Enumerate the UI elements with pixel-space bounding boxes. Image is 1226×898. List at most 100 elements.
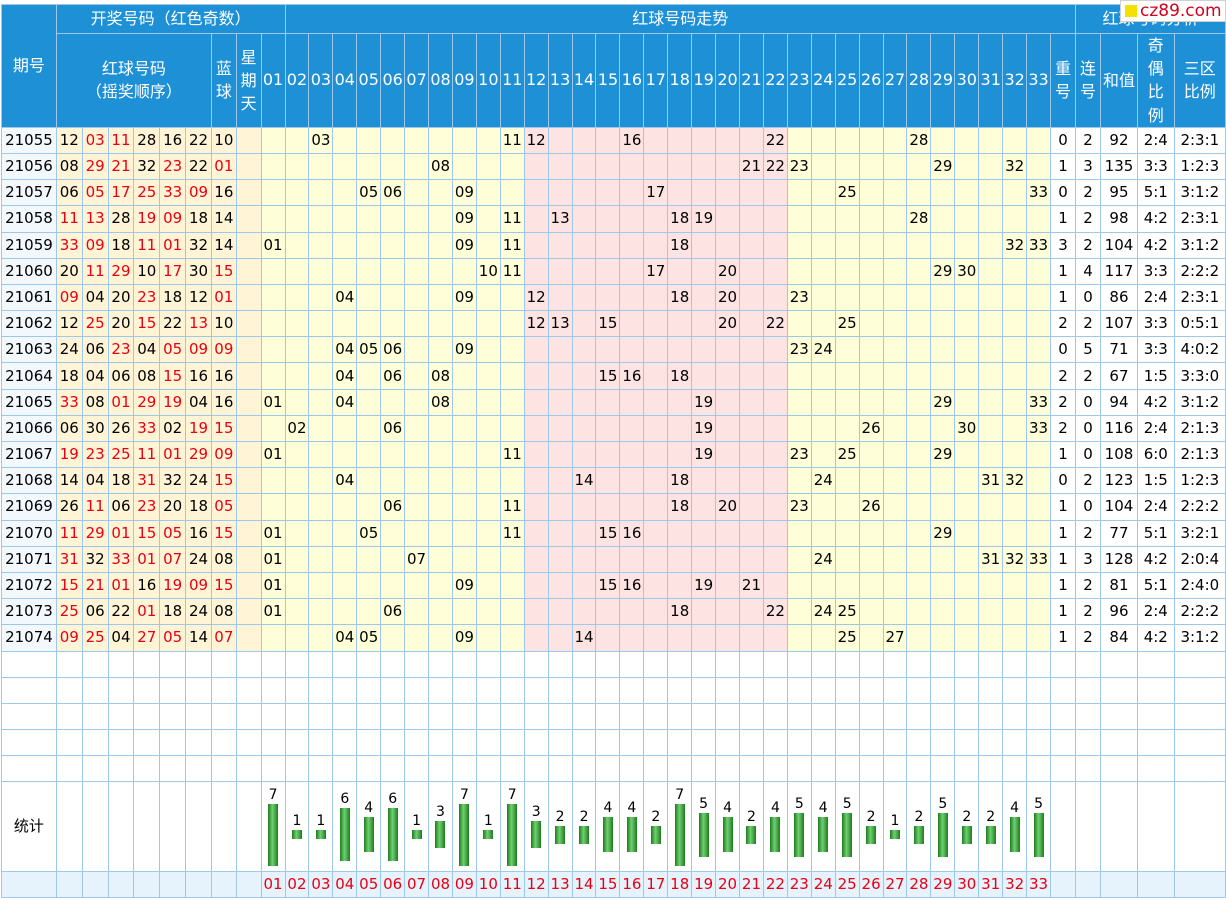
repeat-cell: 1 [1049, 205, 1077, 233]
blank-cell [428, 676, 453, 704]
blank-cell [762, 676, 788, 704]
red-ball-cell: 16 [185, 362, 212, 390]
empty-cell [691, 179, 717, 207]
blank-cell [1100, 676, 1138, 704]
blank-cell [619, 702, 645, 731]
empty-cell [547, 519, 573, 547]
stat-bar-value: 7 [675, 786, 685, 803]
blue-ball-cell: 08 [210, 545, 237, 573]
zone-cell: 2:3:1 [1173, 205, 1226, 233]
blank-cell [55, 702, 83, 731]
blank-cell [475, 650, 501, 678]
blank-cell [1002, 729, 1028, 757]
empty-cell [667, 126, 693, 154]
stat-bar [1009, 817, 1020, 853]
empty-cell [619, 414, 645, 443]
red-ball-cell: 09 [185, 336, 212, 364]
red-ball-cell: 22 [159, 310, 187, 338]
empty-cell [428, 179, 453, 207]
empty-cell [260, 152, 286, 181]
consec-cell: 2 [1075, 362, 1102, 390]
blank-cell [595, 755, 621, 783]
blue-ball-cell: 16 [210, 179, 237, 207]
weekday-cell [235, 545, 262, 573]
empty-cell [786, 598, 812, 626]
empty-cell [284, 310, 310, 338]
zone-cell: 2:3:1 [1173, 283, 1226, 312]
hit-cell: 24 [810, 598, 836, 626]
empty-cell [475, 205, 501, 233]
empty-cell [475, 467, 501, 495]
empty-cell [428, 414, 453, 443]
hit-cell: 06 [380, 336, 406, 364]
stat-bar [291, 830, 302, 840]
empty-cell [1026, 283, 1051, 312]
red-ball-cell: 01 [159, 231, 187, 259]
red-ball-cell: 07 [159, 545, 187, 573]
empty-cell [284, 336, 310, 364]
red-ball-cell: 21 [107, 152, 135, 181]
consec-cell: 2 [1075, 126, 1102, 154]
sum-cell: 71 [1100, 336, 1138, 364]
empty-cell [619, 598, 645, 626]
blank-cell [1075, 755, 1102, 783]
empty-cell [260, 126, 286, 154]
empty-cell [906, 624, 932, 652]
number-header: 03 [308, 33, 334, 128]
footer-number: 16 [619, 871, 645, 898]
empty-cell [619, 624, 645, 652]
red-ball-cell: 22 [185, 152, 212, 181]
blank-cell [906, 650, 932, 678]
footer-blank [1, 871, 57, 898]
stat-bar-wrap: 2 [980, 810, 1002, 844]
red-ball-cell: 13 [185, 310, 212, 338]
blank-cell [1026, 729, 1051, 757]
footer-number: 06 [380, 871, 406, 898]
sum-cell: 92 [1100, 126, 1138, 154]
hit-cell: 08 [428, 362, 453, 390]
footer-blank [1136, 871, 1175, 898]
hit-cell: 22 [762, 310, 788, 338]
empty-cell [930, 598, 956, 626]
odd-even-cell: 4:2 [1136, 388, 1175, 416]
blue-ball-cell: 14 [210, 205, 237, 233]
empty-cell [691, 257, 717, 285]
empty-cell [595, 179, 621, 207]
empty-cell [404, 598, 430, 626]
footer-number: 15 [595, 871, 621, 898]
empty-cell [978, 571, 1004, 600]
empty-cell [356, 598, 382, 626]
blank-cell [667, 755, 693, 783]
blank-cell [547, 650, 573, 678]
empty-cell [547, 388, 573, 416]
stat-bar [890, 830, 900, 840]
empty-cell [308, 440, 334, 469]
hit-cell: 20 [715, 493, 741, 521]
empty-cell [308, 310, 334, 338]
stat-bar-wrap: 2 [956, 810, 978, 844]
empty-cell [356, 205, 382, 233]
blank-cell [1100, 729, 1138, 757]
zone-cell: 2:1:3 [1173, 440, 1226, 469]
empty-cell [858, 624, 884, 652]
hit-cell: 04 [332, 362, 358, 390]
hit-cell: 15 [595, 571, 621, 600]
blank-cell [81, 755, 109, 783]
blank-cell [810, 729, 836, 757]
blank-cell [762, 650, 788, 678]
blank-cell [380, 676, 406, 704]
number-header: 25 [834, 33, 860, 128]
empty-cell [930, 231, 956, 259]
blank-cell [906, 729, 932, 757]
empty-cell [1002, 283, 1028, 312]
red-ball-cell: 04 [107, 624, 135, 652]
site-logo[interactable]: cz89.com [1120, 0, 1226, 22]
blank-cell [133, 676, 161, 704]
empty-cell [619, 257, 645, 285]
empty-cell [428, 126, 453, 154]
trend-title: 红球号码走势 [284, 4, 1077, 34]
empty-cell [643, 598, 669, 626]
hit-cell: 06 [380, 179, 406, 207]
number-header: 29 [930, 33, 956, 128]
empty-cell [882, 493, 908, 521]
